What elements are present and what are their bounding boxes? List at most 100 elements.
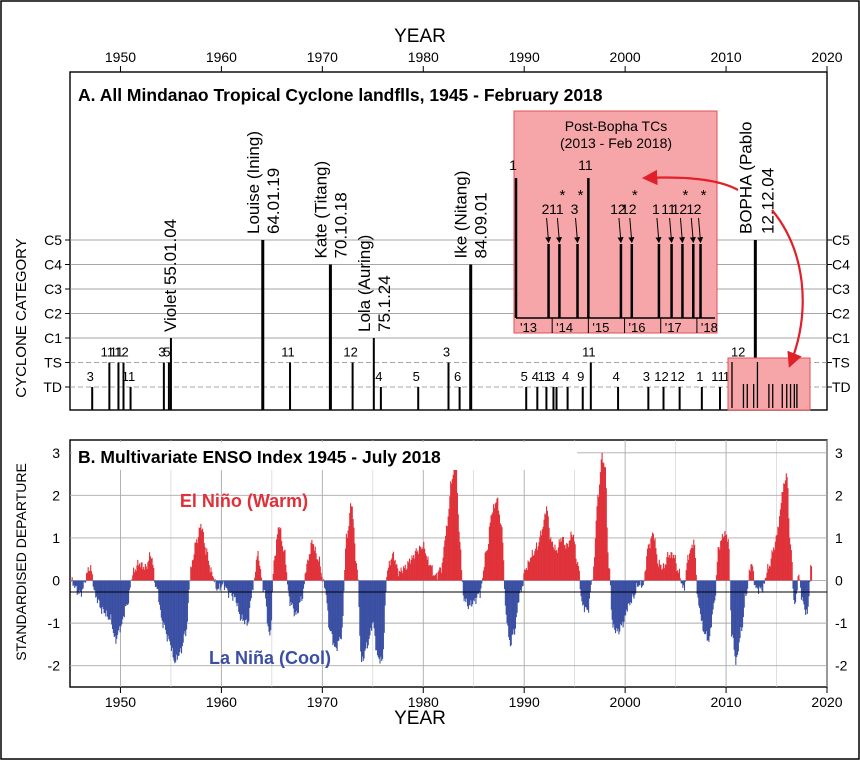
enso-bar-858 xyxy=(792,562,793,581)
enso-bar-641 xyxy=(609,569,610,581)
top-tick-label-4: 1990 xyxy=(509,49,540,65)
panel-a-top-axis-title: YEAR xyxy=(394,26,446,47)
enso-bar-489 xyxy=(481,581,482,584)
enso-bar-864 xyxy=(797,581,798,591)
event-label-28: 12 xyxy=(654,369,668,384)
event-label-9: 11 xyxy=(281,345,295,360)
enso-bar-867 xyxy=(799,580,800,581)
event-label-18: 5 xyxy=(521,369,528,384)
event-label-34: 12 xyxy=(731,345,745,360)
event-label-21: 3 xyxy=(548,369,555,384)
category-label-right-2: C1 xyxy=(832,330,850,346)
event-label-14: 5 xyxy=(413,369,420,384)
enso-bar-299 xyxy=(321,577,322,581)
la-nina-label: La Niña (Cool) xyxy=(209,648,331,668)
enso-bar-342 xyxy=(358,580,359,581)
panel-a-y-axis-title: CYCLONE CATEGORY xyxy=(13,238,30,397)
inset-year-label-0: '13 xyxy=(520,320,537,335)
category-label-left-3: C2 xyxy=(44,306,62,322)
panel-a-title: A. All Mindanao Tropical Cyclone landfll… xyxy=(78,85,603,105)
bottom-tick-label-4: 1990 xyxy=(509,694,540,710)
enso-bar-783 xyxy=(729,549,730,581)
panel-b-ytick-left-5: -2 xyxy=(48,658,61,674)
inset-year-label-4: '17 xyxy=(665,320,682,335)
inset-year-label-1: '14 xyxy=(556,320,573,335)
inset-label-4: 11 xyxy=(578,157,593,173)
enso-bar-26 xyxy=(92,574,93,580)
panel-b-title: B. Multivariate ENSO Index 1945 - July 2… xyxy=(78,447,441,467)
enso-bar-744 xyxy=(696,575,697,581)
enso-bar-538 xyxy=(522,581,523,586)
panel-b-ytick-left-2: 1 xyxy=(52,530,60,546)
panel-b-ytick-left-1: 2 xyxy=(52,487,60,503)
panel-b-y-axis-title: STANDARDISED DEPARTURE xyxy=(13,463,29,661)
panel-b-x-axis-title: YEAR xyxy=(394,708,446,729)
enso-bar-515 xyxy=(503,560,504,580)
enso-bar-678 xyxy=(640,580,641,581)
event-label-27: 3 xyxy=(643,369,650,384)
bottom-tick-label-7: 2020 xyxy=(811,694,842,710)
enso-bar-278 xyxy=(304,581,305,585)
enso-bar-300 xyxy=(322,581,323,582)
panel-b-ytick-right-5: -2 xyxy=(835,658,848,674)
category-label-left-6: C5 xyxy=(44,232,62,248)
top-tick-label-7: 2020 xyxy=(811,49,842,65)
event-label-8: Louise (Ining) xyxy=(244,131,263,234)
event-label-13: 4 xyxy=(375,369,382,384)
enso-bar-170 xyxy=(213,578,214,581)
inset-title: Post-Bopha TCs xyxy=(565,118,667,134)
top-tick-label-1: 1960 xyxy=(206,49,237,65)
inset-star-3: * xyxy=(578,187,584,204)
top-tick-label-2: 1970 xyxy=(307,49,338,65)
enso-bar-677 xyxy=(639,581,640,586)
event-label-15: 3 xyxy=(443,345,450,360)
enso-bar-141 xyxy=(189,581,190,590)
inset-year-label-5: '18 xyxy=(701,320,718,335)
inset-label-7: 1 xyxy=(652,201,660,217)
event-label-date-8: 64.01.19 xyxy=(264,168,283,234)
category-label-left-0: TD xyxy=(43,379,62,395)
enso-bar-619 xyxy=(591,581,592,585)
el-nino-label: El Niño (Warm) xyxy=(180,491,308,511)
enso-bar-682 xyxy=(644,581,645,582)
event-label-date-35: 12.12.04 xyxy=(758,168,777,234)
event-label-3: 12 xyxy=(114,345,128,360)
enso-bar-805 xyxy=(747,581,748,589)
top-tick-label-3: 1980 xyxy=(408,49,439,65)
enso-bar-2 xyxy=(72,577,73,580)
event-label-17: Ike (Nitang) xyxy=(452,171,471,259)
bottom-tick-label-0: 1950 xyxy=(105,694,136,710)
event-label-16: 6 xyxy=(454,369,461,384)
enso-bar-257 xyxy=(286,572,287,580)
enso-bar-325 xyxy=(343,581,344,592)
panel-b-ytick-left-3: 0 xyxy=(52,573,60,589)
event-label-30: 1 xyxy=(696,369,703,384)
event-label-24: 9 xyxy=(577,369,584,384)
category-label-left-2: C1 xyxy=(44,330,62,346)
bottom-tick-label-2: 1970 xyxy=(307,694,338,710)
panel-b-ytick-left-4: -1 xyxy=(48,615,61,631)
enso-bar-605 xyxy=(579,571,580,581)
panel-b-ytick-right-3: 0 xyxy=(835,573,843,589)
enso-bar-301 xyxy=(323,579,324,580)
enso-bar-825 xyxy=(764,581,765,584)
panel-b-ytick-right-0: 3 xyxy=(835,445,843,461)
enso-bar-341 xyxy=(357,570,358,581)
enso-bar-725 xyxy=(680,578,681,580)
event-label-6: 5 xyxy=(163,345,170,360)
event-label-date-10: 70.10.18 xyxy=(331,192,350,258)
category-label-right-3: C2 xyxy=(832,306,850,322)
panel-b-ytick-right-4: -1 xyxy=(835,615,848,631)
category-label-right-0: TD xyxy=(832,379,851,395)
bottom-tick-label-6: 2010 xyxy=(710,694,741,710)
enso-bar-767 xyxy=(715,581,716,596)
enso-bar-731 xyxy=(685,581,686,582)
inset-label-0: 1 xyxy=(509,157,517,173)
category-label-right-5: C4 xyxy=(832,257,850,273)
top-tick-label-0: 1950 xyxy=(105,49,136,65)
top-tick-label-5: 2000 xyxy=(610,49,641,65)
enso-bar-375 xyxy=(385,581,386,593)
event-label-35: BOPHA (Pablo xyxy=(736,122,755,234)
category-label-right-1: TS xyxy=(832,355,850,371)
